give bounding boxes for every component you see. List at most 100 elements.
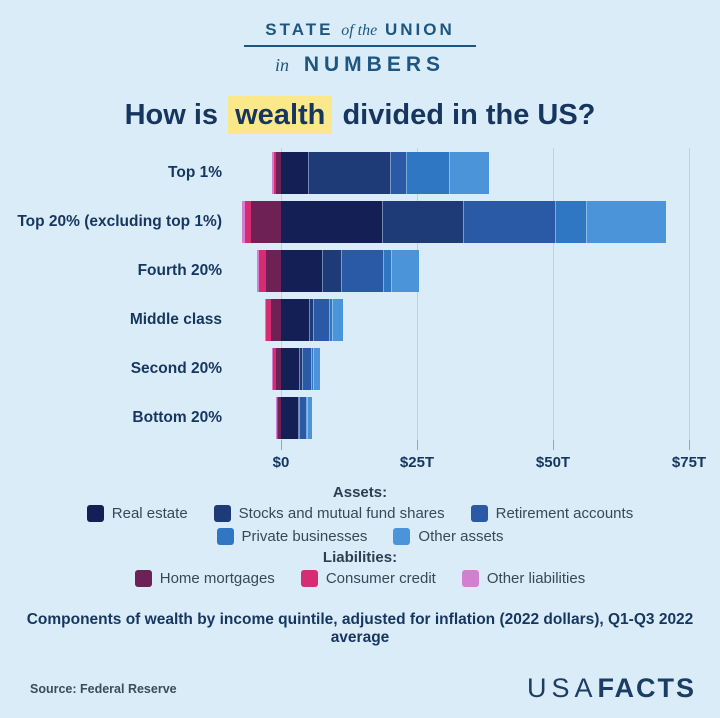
bar-segment-retirement-accounts (299, 396, 306, 439)
gridline (417, 148, 418, 448)
x-axis-label: $0 (272, 454, 290, 471)
bar-segment-private-businesses (329, 298, 333, 341)
page-title: How is wealth divided in the US? (0, 96, 720, 134)
bar-segment-stocks-and-mutual-fund-shares (308, 151, 391, 194)
bar-segment-other-liabilities (265, 298, 267, 341)
bar-row-top-20-excluding-top-1: Top 20% (excluding top 1%) (0, 197, 720, 246)
bar-segment-other-liabilities (257, 249, 259, 292)
bar-segment-other-liabilities (275, 396, 277, 439)
legend-item-stocks-and-mutual-fund-shares: Stocks and mutual fund shares (213, 505, 445, 522)
usafacts-logo: USAFACTS (527, 673, 696, 704)
bar-area (230, 396, 710, 439)
usafacts-logo-usa: USA (526, 673, 598, 703)
bar-segment-real-estate (281, 396, 298, 439)
bar-segment-stocks-and-mutual-fund-shares (382, 200, 464, 243)
bar-segment-private-businesses (311, 347, 314, 390)
x-axis-tick (689, 440, 690, 450)
row-label: Second 20% (130, 359, 222, 377)
bar-area (230, 151, 710, 194)
bar-segment-home-mortgages (251, 200, 281, 243)
source-note: Source: Federal Reserve (30, 682, 177, 696)
legend-swatch (213, 505, 231, 522)
brand-numbers: NUMBERS (303, 53, 446, 76)
legend-swatch (461, 570, 479, 587)
liabilities-legend-title: Liabilities: (322, 549, 398, 566)
row-label: Bottom 20% (132, 408, 222, 426)
bar-segment-home-mortgages (277, 396, 281, 439)
wealth-chart: $0 $25T $50T $75T Top 1% Top 20% (excluding … (0, 148, 720, 471)
legend-item-retirement-accounts: Retirement accounts (470, 505, 634, 522)
bar-segment-private-businesses (554, 200, 586, 243)
bar-segment-other-assets (332, 298, 343, 341)
chart-legend: Assets: Real estate Stocks and mutual fun… (0, 484, 720, 587)
bar-segment-real-estate (281, 347, 299, 390)
bar-segment-consumer-credit (273, 151, 277, 194)
bar-segment-home-mortgages (276, 151, 281, 194)
bar-row-second-20: Second 20% (0, 344, 720, 393)
bar-segment-private-businesses (405, 151, 449, 194)
bar-segment-other-liabilities (272, 151, 274, 194)
bar-row-top-1: Top 1% (0, 148, 720, 197)
legend-label: Real estate (111, 505, 188, 522)
brand-line1: STATE of the UNION (0, 20, 720, 40)
legend-swatch (86, 505, 104, 522)
bar-segment-real-estate (281, 200, 383, 243)
legend-item-home-mortgages: Home mortgages (134, 570, 275, 587)
bar-segment-real-estate (281, 249, 323, 292)
bar-segment-private-businesses (306, 396, 308, 439)
brand-state: STATE (265, 20, 334, 39)
row-label: Top 20% (excluding top 1%) (17, 212, 222, 230)
legend-swatch (216, 528, 234, 545)
bar-row-bottom-20: Bottom 20% (0, 393, 720, 442)
legend-label: Other liabilities (486, 570, 586, 587)
bar-segment-stocks-and-mutual-fund-shares (309, 298, 314, 341)
legend-label: Stocks and mutual fund shares (238, 505, 445, 522)
brand-in: in (274, 55, 289, 75)
legend-item-private-businesses: Private businesses (216, 528, 368, 545)
title-prefix: How is (124, 99, 219, 131)
legend-swatch (470, 505, 488, 522)
legend-swatch (134, 570, 152, 587)
title-suffix: divided in the US? (342, 99, 596, 131)
bar-segment-retirement-accounts (313, 298, 330, 341)
bar-segment-private-businesses (383, 249, 392, 292)
x-axis-tick (281, 440, 282, 450)
row-label: Top 1% (168, 163, 222, 181)
legend-label: Retirement accounts (495, 505, 634, 522)
bar-segment-stocks-and-mutual-fund-shares (298, 347, 302, 390)
bar-segment-retirement-accounts (390, 151, 406, 194)
row-label: Fourth 20% (137, 261, 222, 279)
assets-legend-items: Real estate Stocks and mutual fund shares… (30, 505, 690, 545)
legend-label: Home mortgages (159, 570, 275, 587)
x-axis-tick (417, 440, 418, 450)
gridline (553, 148, 554, 448)
brand-divider (244, 45, 476, 47)
bar-segment-stocks-and-mutual-fund-shares (322, 249, 342, 292)
bar-segment-retirement-accounts (341, 249, 384, 292)
bar-row-middle-class: Middle class (0, 295, 720, 344)
bar-segment-other-liabilities (242, 200, 245, 243)
bar-segment-consumer-credit (276, 396, 278, 439)
bar-segment-other-assets (448, 151, 489, 194)
legend-swatch (393, 528, 411, 545)
legend-item-other-assets: Other assets (393, 528, 503, 545)
gridline (689, 148, 690, 448)
legend-swatch (300, 570, 318, 587)
brand-header: STATE of the UNION in NUMBERS (0, 0, 720, 77)
legend-item-consumer-credit: Consumer credit (300, 570, 436, 587)
usafacts-logo-facts: FACTS (597, 673, 696, 703)
brand-union: UNION (384, 20, 455, 39)
bar-area (230, 200, 710, 243)
chart-rows: Top 1% Top 20% (excluding top 1%) Fourth 2… (0, 148, 720, 442)
legend-label: Private businesses (241, 528, 368, 545)
bar-segment-consumer-credit (272, 347, 277, 390)
row-label: Middle class (129, 310, 222, 328)
bar-segment-home-mortgages (276, 347, 281, 390)
x-axis-tick (553, 440, 554, 450)
chart-caption: Components of wealth by income quintile,… (26, 611, 694, 646)
x-axis-label: $50T (535, 454, 571, 471)
bar-segment-real-estate (281, 151, 309, 194)
brand-line2: in NUMBERS (0, 53, 720, 77)
bar-segment-home-mortgages (271, 298, 281, 341)
bar-segment-consumer-credit (266, 298, 272, 341)
